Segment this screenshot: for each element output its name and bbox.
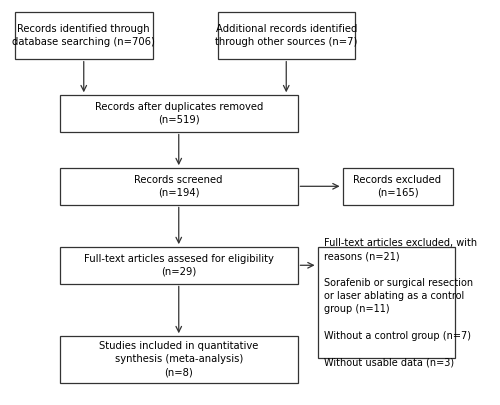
- FancyBboxPatch shape: [60, 336, 298, 383]
- Text: Studies included in quantitative
synthesis (meta-analysis)
(n=8): Studies included in quantitative synthes…: [99, 341, 258, 377]
- FancyBboxPatch shape: [60, 168, 298, 205]
- Text: Additional records identified
through other sources (n=7): Additional records identified through ot…: [215, 24, 358, 47]
- Text: Records screened
(n=194): Records screened (n=194): [134, 175, 223, 198]
- Text: Records after duplicates removed
(n=519): Records after duplicates removed (n=519): [94, 102, 263, 125]
- FancyBboxPatch shape: [60, 247, 298, 284]
- Text: Full-text articles assesed for eligibility
(n=29): Full-text articles assesed for eligibili…: [84, 254, 274, 277]
- FancyBboxPatch shape: [60, 95, 298, 132]
- FancyBboxPatch shape: [318, 247, 455, 358]
- Text: Records excluded
(n=165): Records excluded (n=165): [354, 175, 442, 198]
- FancyBboxPatch shape: [15, 12, 152, 59]
- Text: Records identified through
database searching (n=706): Records identified through database sear…: [12, 24, 155, 47]
- Text: Full-text articles excluded, with
reasons (n=21)

Sorafenib or surgical resectio: Full-text articles excluded, with reason…: [324, 238, 476, 367]
- FancyBboxPatch shape: [218, 12, 355, 59]
- FancyBboxPatch shape: [342, 168, 452, 205]
